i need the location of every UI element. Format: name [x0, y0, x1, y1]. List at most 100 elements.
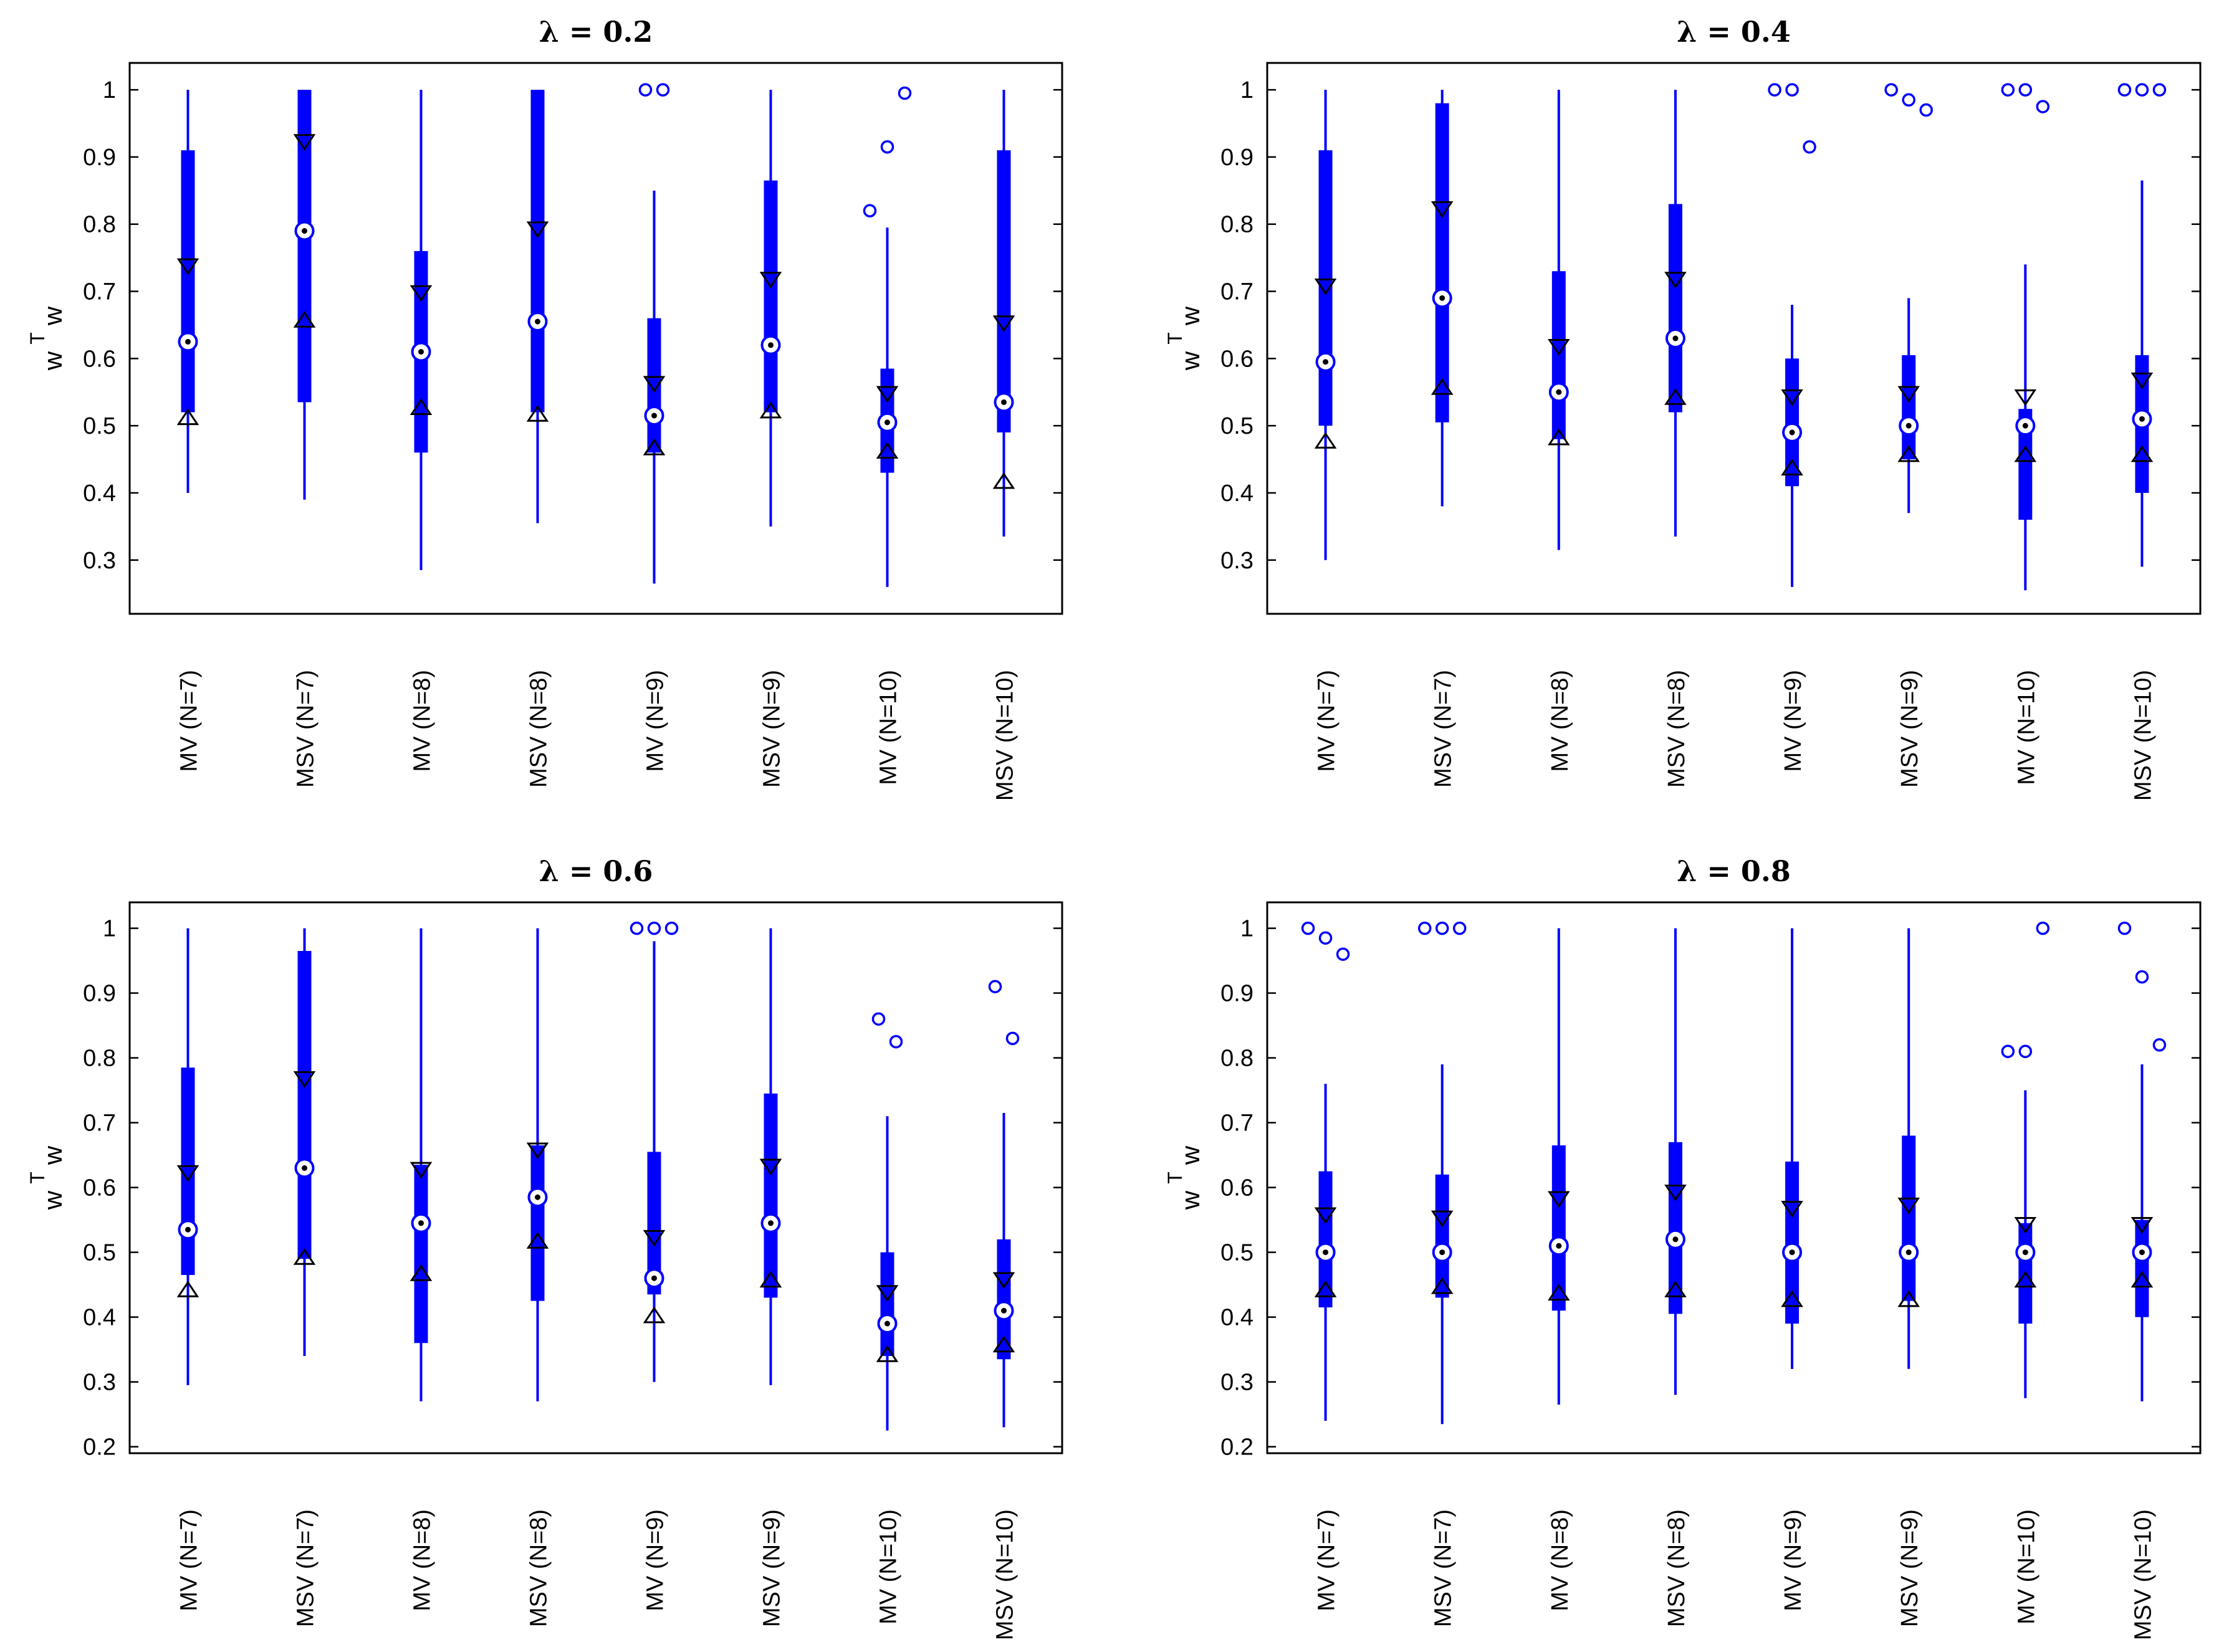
box-7	[2001, 83, 2050, 591]
median-dot	[418, 1220, 424, 1226]
box-3	[410, 90, 433, 570]
iqr-box	[1551, 1145, 1566, 1311]
iqr-box	[764, 180, 778, 413]
outlier-point	[1884, 83, 1898, 97]
notch-upper-marker	[1548, 1191, 1570, 1208]
median-dot	[1323, 1249, 1329, 1256]
iqr-box	[1435, 1174, 1449, 1298]
median-dot	[1439, 295, 1445, 301]
box-3	[1548, 928, 1570, 1405]
notch-lower-marker	[876, 442, 899, 459]
axes-frame	[128, 901, 1063, 1454]
category-label: MSV (N=7)	[1431, 670, 1457, 788]
y-tick-label: 0.9	[1220, 145, 1253, 171]
notch-upper-marker	[2131, 1217, 2154, 1234]
notch-upper-marker	[410, 285, 433, 302]
category-label: MV (N=9)	[643, 670, 669, 772]
category-label: MSV (N=9)	[759, 670, 785, 788]
category-label: MV (N=8)	[1547, 670, 1573, 772]
outlier-point	[1768, 83, 1781, 97]
median-dot	[302, 228, 307, 234]
outlier-point	[647, 921, 661, 935]
category-label: MV (N=10)	[876, 1509, 902, 1625]
y-axis-label-suffix: w	[38, 1145, 67, 1165]
box-2	[293, 928, 316, 1356]
y-tick-label: 0.7	[1220, 1110, 1253, 1137]
y-axis-label-suffix: w	[1176, 306, 1205, 326]
box-1	[1301, 921, 1350, 1421]
y-tick-label: 0.5	[1220, 413, 1253, 439]
category-label: MV (N=8)	[1547, 1509, 1573, 1611]
outlier-point	[2001, 83, 2015, 97]
y-tick-label: 0.3	[1220, 548, 1253, 574]
y-tick-label: 0.9	[83, 145, 116, 171]
median-dot	[302, 1165, 307, 1171]
notch-lower-marker	[1664, 1281, 1687, 1297]
y-axis-label-superscript: T	[26, 1172, 49, 1184]
y-tick-label: 0.3	[83, 1370, 116, 1396]
y-tick-label: 0.5	[1220, 1240, 1253, 1266]
median-dot	[1001, 399, 1007, 405]
notch-lower-marker	[410, 398, 433, 415]
box-5	[1768, 83, 1816, 587]
box-3	[410, 928, 433, 1401]
median-dot	[1789, 429, 1795, 436]
box-1	[176, 928, 199, 1385]
category-label: MSV (N=8)	[1664, 1509, 1690, 1627]
y-axis-label-superscript: T	[26, 332, 49, 345]
box-4	[526, 928, 549, 1401]
category-label: MSV (N=10)	[992, 670, 1019, 801]
outlier-point	[2018, 83, 2033, 97]
median-dot	[2139, 1249, 2145, 1256]
notch-upper-marker	[992, 1272, 1015, 1289]
box-4	[1664, 90, 1687, 537]
box-6	[1884, 83, 1933, 513]
outlier-point	[664, 921, 679, 935]
notch-upper-marker	[1314, 279, 1337, 295]
iqr-box	[997, 150, 1011, 432]
notch-lower-marker	[1548, 1284, 1570, 1301]
notch-lower-marker	[1781, 1290, 1803, 1307]
iqr-box	[181, 150, 195, 413]
chart-panel-2: λ = 0.4 0.3 0.4 0.5 0.6 0.7 0.8 0.9 1 wTw MV (N=7)…	[1164, 15, 2202, 801]
notch-upper-marker	[876, 1285, 899, 1302]
notch-lower-marker	[759, 1271, 782, 1288]
notch-upper-marker	[1897, 386, 1920, 403]
median-dot	[1672, 335, 1679, 341]
category-label: MSV (N=7)	[293, 670, 319, 788]
notch-upper-marker	[1548, 339, 1570, 356]
notch-lower-marker	[1431, 1277, 1454, 1294]
y-tick-label: 0.7	[1220, 279, 1253, 305]
notch-lower-marker	[1548, 428, 1570, 446]
outlier-point	[2036, 100, 2050, 113]
category-label: MV (N=9)	[1780, 1509, 1806, 1611]
y-tick-label: 0.2	[83, 1435, 116, 1461]
notch-upper-marker	[410, 1162, 433, 1179]
iqr-box	[1318, 1171, 1333, 1307]
y-axis-label-base: w	[38, 1190, 67, 1210]
y-tick-label: 0.4	[1220, 1305, 1253, 1331]
y-tick-label: 1	[103, 916, 116, 942]
outlier-point	[638, 83, 653, 97]
category-label: MV (N=10)	[2013, 670, 2039, 785]
box-7	[871, 1012, 903, 1431]
notch-upper-marker	[526, 221, 549, 239]
outlier-point	[1919, 103, 1933, 117]
box-5	[630, 921, 679, 1382]
notch-upper-marker	[1781, 389, 1803, 406]
category-label: MV (N=7)	[176, 670, 203, 772]
notch-lower-marker	[1431, 378, 1454, 395]
notch-lower-marker	[176, 1281, 199, 1297]
category-label: MV (N=8)	[410, 1509, 436, 1611]
iqr-box	[1668, 204, 1682, 413]
median-dot	[535, 318, 540, 325]
notch-upper-marker	[526, 1142, 549, 1160]
notch-upper-marker	[1664, 1185, 1687, 1201]
y-axis-label-base: w	[1176, 351, 1205, 371]
y-axis-label-base: w	[38, 351, 67, 371]
outlier-point	[2001, 1044, 2015, 1058]
y-tick-label: 0.8	[1220, 1046, 1253, 1072]
median-dot	[535, 1194, 540, 1200]
y-tick-label: 0.5	[83, 413, 116, 439]
y-tick-label: 0.6	[1220, 1175, 1253, 1201]
